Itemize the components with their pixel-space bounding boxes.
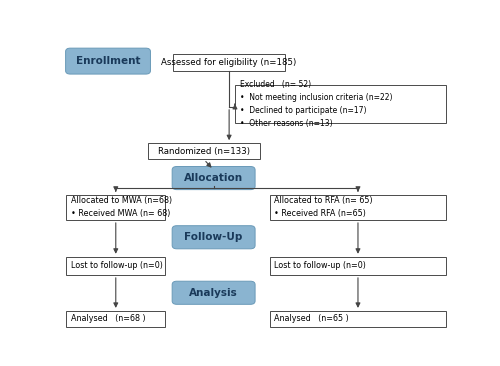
FancyBboxPatch shape: [66, 195, 165, 220]
FancyBboxPatch shape: [66, 48, 150, 74]
FancyBboxPatch shape: [66, 257, 165, 275]
FancyBboxPatch shape: [172, 167, 255, 190]
Text: Analysed   (n=65 ): Analysed (n=65 ): [274, 314, 349, 324]
FancyBboxPatch shape: [148, 143, 260, 160]
FancyBboxPatch shape: [66, 311, 165, 327]
FancyBboxPatch shape: [235, 85, 446, 123]
FancyBboxPatch shape: [270, 195, 446, 220]
Text: Randomized (n=133): Randomized (n=133): [158, 147, 250, 156]
FancyBboxPatch shape: [172, 226, 255, 249]
FancyBboxPatch shape: [172, 281, 255, 304]
Text: Analysis: Analysis: [189, 288, 238, 298]
Text: Allocation: Allocation: [184, 173, 243, 183]
Text: Assessed for eligibility (n=185): Assessed for eligibility (n=185): [162, 58, 297, 67]
Text: Lost to follow-up (n=0): Lost to follow-up (n=0): [71, 261, 163, 270]
Text: Excluded   (n= 52)
•  Not meeting inclusion criteria (n=22)
•  Declined to parti: Excluded (n= 52) • Not meeting inclusion…: [240, 79, 392, 128]
Text: Allocated to MWA (n=68)
• Received MWA (n= 68): Allocated to MWA (n=68) • Received MWA (…: [71, 196, 172, 219]
Text: Lost to follow-up (n=0): Lost to follow-up (n=0): [274, 261, 366, 270]
Text: Analysed   (n=68 ): Analysed (n=68 ): [71, 314, 146, 324]
Text: Follow-Up: Follow-Up: [184, 232, 243, 242]
FancyBboxPatch shape: [270, 257, 446, 275]
FancyBboxPatch shape: [270, 311, 446, 327]
Text: Enrollment: Enrollment: [76, 56, 140, 66]
Text: Allocated to RFA (n= 65)
• Received RFA (n=65): Allocated to RFA (n= 65) • Received RFA …: [274, 196, 373, 219]
FancyBboxPatch shape: [173, 54, 286, 71]
